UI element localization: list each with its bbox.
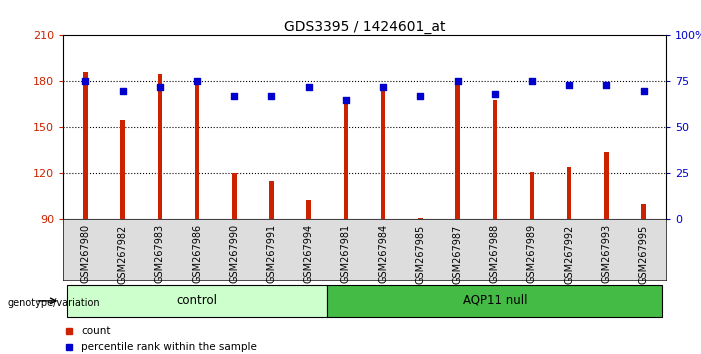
Bar — [306, 200, 311, 219]
Bar — [641, 204, 646, 219]
Point — [415, 93, 426, 99]
Bar — [604, 152, 608, 219]
Point — [340, 97, 351, 103]
Bar — [530, 172, 534, 219]
Point — [489, 91, 501, 97]
Bar — [121, 120, 125, 219]
FancyBboxPatch shape — [327, 285, 662, 317]
FancyBboxPatch shape — [67, 285, 327, 317]
Point — [526, 79, 538, 84]
Text: GSM267986: GSM267986 — [192, 224, 202, 284]
Bar — [195, 83, 199, 219]
Text: control: control — [177, 294, 217, 307]
Text: GSM267991: GSM267991 — [266, 224, 276, 284]
Bar — [269, 181, 273, 219]
Point — [154, 84, 165, 90]
Point — [303, 84, 314, 90]
Text: GSM267983: GSM267983 — [155, 224, 165, 284]
Point — [378, 84, 389, 90]
Text: GSM267984: GSM267984 — [378, 224, 388, 284]
Point — [564, 82, 575, 88]
Text: GSM267994: GSM267994 — [304, 224, 314, 284]
Point — [638, 88, 649, 93]
Bar — [567, 167, 571, 219]
Point — [601, 82, 612, 88]
Bar — [456, 81, 460, 219]
Text: GSM267992: GSM267992 — [564, 224, 574, 284]
Bar — [232, 173, 236, 219]
Text: GSM267993: GSM267993 — [601, 224, 611, 284]
Text: count: count — [81, 326, 111, 336]
Bar — [418, 218, 423, 219]
Text: GSM267989: GSM267989 — [527, 224, 537, 284]
Bar — [158, 74, 162, 219]
Text: AQP11 null: AQP11 null — [463, 294, 527, 307]
Bar — [381, 85, 386, 219]
Text: GSM267995: GSM267995 — [639, 224, 648, 284]
Title: GDS3395 / 1424601_at: GDS3395 / 1424601_at — [284, 21, 445, 34]
Text: GSM267985: GSM267985 — [415, 224, 426, 284]
Text: GSM267982: GSM267982 — [118, 224, 128, 284]
Bar — [343, 104, 348, 219]
Text: GSM267988: GSM267988 — [490, 224, 500, 284]
Text: GSM267990: GSM267990 — [229, 224, 239, 284]
Text: GSM267980: GSM267980 — [81, 224, 90, 284]
Point — [229, 93, 240, 99]
Text: genotype/variation: genotype/variation — [7, 298, 100, 308]
Text: GSM267981: GSM267981 — [341, 224, 351, 284]
Point — [117, 88, 128, 93]
Text: GSM267987: GSM267987 — [453, 224, 463, 284]
Text: percentile rank within the sample: percentile rank within the sample — [81, 342, 257, 352]
Bar — [83, 72, 88, 219]
Point — [191, 79, 203, 84]
Point — [452, 79, 463, 84]
Bar — [493, 100, 497, 219]
Point — [80, 79, 91, 84]
Point — [266, 93, 277, 99]
